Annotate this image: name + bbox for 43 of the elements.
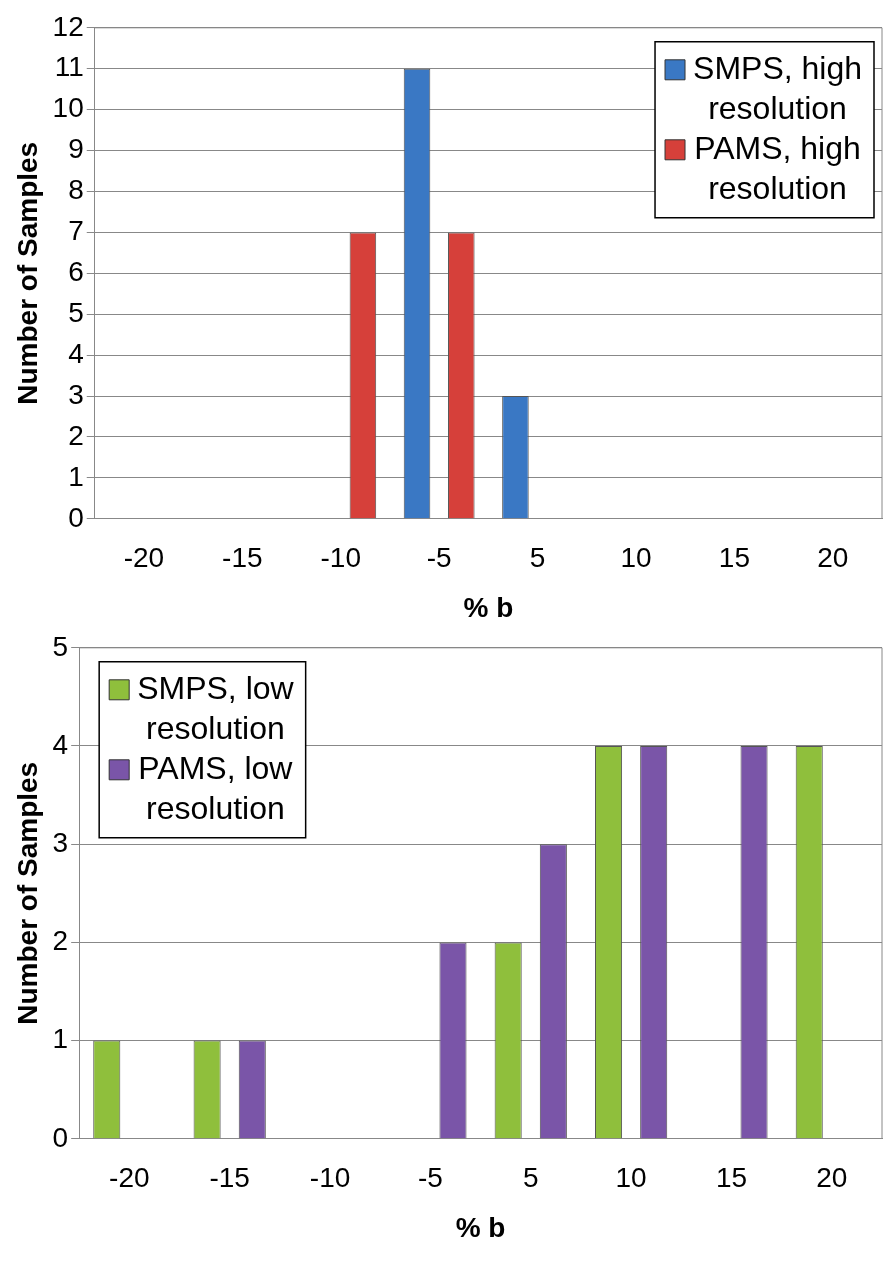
y-tick-label: 12 [52, 10, 84, 42]
x-tick-label: -5 [417, 1162, 443, 1194]
x-tick-label: 10 [615, 1162, 647, 1194]
x-tick-label: 15 [718, 542, 750, 574]
y-tick-label: 3 [68, 378, 84, 410]
y-axis-title: Number of Samples [11, 141, 43, 405]
x-tick-label: -10 [309, 1162, 351, 1194]
y-tick-label: 7 [68, 215, 84, 247]
y-tick-label: 1 [52, 1023, 69, 1055]
y-tick-label: 10 [52, 92, 84, 124]
y-tick-label: 4 [68, 337, 84, 369]
x-tick-label: -20 [109, 1162, 150, 1194]
y-tick-label: 0 [68, 501, 84, 533]
x-axis-title: % b [455, 1211, 506, 1243]
y-tick-label: 3 [52, 826, 69, 858]
legend-label: SMPS, high resolution [693, 49, 862, 126]
x-tick-label: 15 [715, 1162, 748, 1194]
x-tick-label: 10 [620, 542, 652, 574]
y-tick-label: 6 [68, 256, 84, 288]
x-tick-label: 20 [817, 542, 849, 574]
x-tick-label: 20 [816, 1162, 848, 1194]
y-tick-label: 1 [68, 460, 84, 492]
x-tick-label: -15 [209, 1162, 250, 1194]
y-axis-title: Number of Samples [11, 761, 43, 1025]
y-tick-label: 8 [68, 174, 84, 206]
x-tick-label: -5 [426, 542, 452, 574]
y-tick-label: 9 [68, 133, 84, 165]
x-tick-label: -15 [222, 542, 263, 574]
x-tick-label: 5 [522, 1162, 539, 1194]
y-tick-label: 2 [68, 419, 84, 451]
y-tick-label: 5 [52, 630, 69, 662]
y-tick-label: 5 [68, 296, 84, 328]
legend-label: SMPS, low resolution [137, 669, 295, 746]
y-tick-label: 4 [52, 728, 69, 760]
x-tick-label: 5 [529, 542, 546, 574]
x-tick-label: -10 [320, 542, 361, 574]
x-axis-title: % b [463, 591, 514, 623]
legend-label: PAMS, high resolution [694, 129, 861, 206]
y-tick-label: 11 [54, 51, 84, 83]
legend-label: PAMS, low resolution [138, 749, 294, 826]
x-tick-label: -20 [123, 542, 165, 574]
y-tick-label: 0 [52, 1121, 69, 1153]
y-tick-label: 2 [52, 925, 69, 957]
